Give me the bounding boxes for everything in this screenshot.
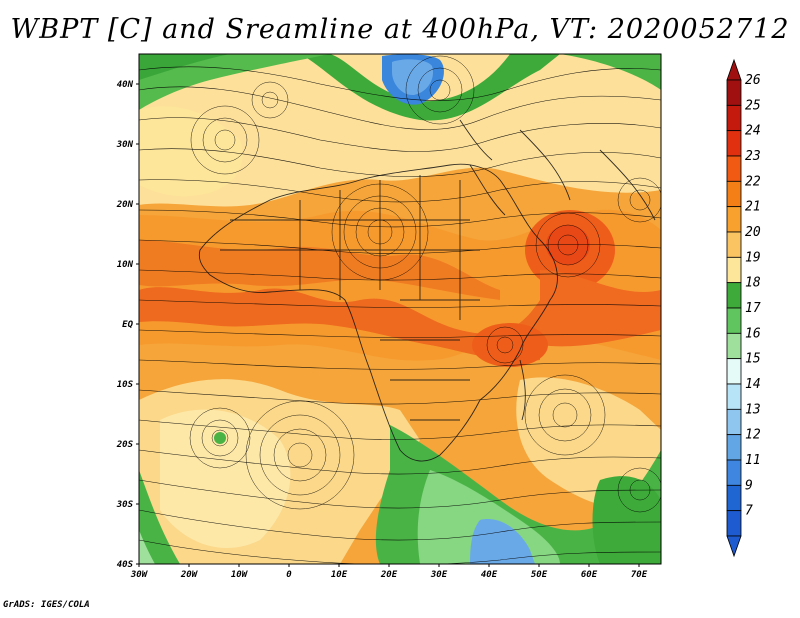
colorbar-segment bbox=[726, 256, 742, 284]
colorbar-label: 16 bbox=[745, 326, 761, 341]
colorbar-segment bbox=[726, 307, 742, 334]
lon-label-30e: 30E bbox=[430, 570, 448, 580]
colorbar-label: 17 bbox=[745, 301, 761, 316]
lon-label-0: 0 bbox=[286, 570, 292, 580]
lon-label-60e: 60E bbox=[581, 570, 598, 580]
colorbar-segment bbox=[726, 282, 742, 309]
lon-label-70e: 70E bbox=[631, 570, 648, 580]
lon-label-50e: 50E bbox=[531, 570, 548, 580]
lat-label-20n: 20N bbox=[116, 200, 134, 210]
colorbar-segment bbox=[726, 510, 742, 537]
lat-label-30n: 30N bbox=[116, 140, 134, 150]
lat-label-30s: 30S bbox=[116, 500, 134, 510]
colorbar-segment bbox=[726, 180, 742, 208]
map-frame bbox=[138, 53, 662, 565]
colorbar-segment bbox=[726, 434, 742, 461]
map-title: WBPT [C] and Sreamline at 400hPa, VT: 20… bbox=[10, 14, 790, 45]
colorbar-segment bbox=[726, 104, 742, 132]
colorbar-label: 23 bbox=[745, 149, 761, 164]
colorbar-segment bbox=[726, 484, 742, 512]
lat-label-40n: 40N bbox=[117, 80, 134, 90]
colorbar-label: 26 bbox=[745, 73, 761, 88]
colorbar-label: 15 bbox=[745, 352, 761, 367]
colorbar-segment bbox=[726, 459, 742, 486]
colorbar-segment bbox=[726, 206, 742, 233]
lon-label-10w: 10W bbox=[231, 570, 249, 580]
colorbar-label: 22 bbox=[745, 174, 761, 189]
lon-label-20e: 20E bbox=[380, 570, 398, 580]
colorbar-label: 25 bbox=[745, 98, 761, 113]
colorbar-label: 14 bbox=[745, 377, 761, 392]
colorbar-segment bbox=[726, 408, 742, 436]
colorbar-label: 9 bbox=[745, 478, 753, 493]
colorbar-label: 13 bbox=[745, 402, 761, 417]
wbpt-field bbox=[139, 54, 661, 564]
colorbar-segment bbox=[726, 130, 742, 157]
lat-label-10n: 10N bbox=[117, 260, 134, 270]
lat-label-40s: 40S bbox=[117, 560, 134, 570]
lon-axis: 30W 20W 10W 0 10E 20E 30E 40E 50E 60E 70… bbox=[130, 564, 648, 580]
lon-label-30w: 30W bbox=[130, 570, 149, 580]
colorbar-segment bbox=[726, 231, 742, 258]
grads-credit: GrADS: IGES/COLA bbox=[3, 600, 90, 610]
lat-label-eq: EQ bbox=[122, 320, 133, 330]
lon-label-20w: 20W bbox=[180, 570, 199, 580]
colorbar-segment bbox=[726, 358, 742, 385]
colorbar-label: 19 bbox=[745, 250, 761, 265]
colorbar-label: 20 bbox=[745, 225, 761, 240]
colorbar-label: 18 bbox=[745, 276, 761, 291]
colorbar-segment bbox=[726, 332, 742, 360]
colorbar-label: 21 bbox=[745, 200, 761, 215]
colorbar-bottom-arrow bbox=[726, 535, 742, 558]
lat-axis: 40N 30N 20N 10N EQ 10S 20S 30S 40S bbox=[116, 80, 139, 570]
colorbar-top-arrow bbox=[726, 58, 742, 81]
colorbar-segment bbox=[726, 155, 742, 182]
colorbar-label: 12 bbox=[745, 428, 761, 443]
colorbar-label: 11 bbox=[745, 453, 761, 468]
colorbar-label: 24 bbox=[745, 124, 761, 139]
lat-label-10s: 10S bbox=[117, 380, 134, 390]
lon-label-40e: 40E bbox=[481, 570, 498, 580]
colorbar-segment bbox=[726, 383, 742, 410]
colorbar: 26 25 24 23 22 21 20 19 18 17 16 15 14 13 12 11 9 7 bbox=[726, 58, 761, 558]
colorbar-label: 7 bbox=[745, 504, 753, 519]
lat-label-20s: 20S bbox=[116, 440, 134, 450]
lon-label-10e: 10E bbox=[331, 570, 348, 580]
colorbar-segment bbox=[726, 79, 742, 106]
